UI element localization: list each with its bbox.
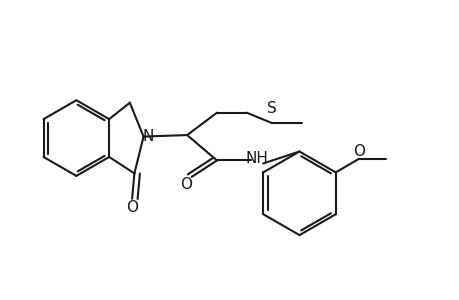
Text: O: O: [352, 144, 364, 159]
Text: O: O: [126, 200, 138, 215]
Text: NH: NH: [245, 152, 268, 166]
Text: S: S: [267, 101, 276, 116]
Text: O: O: [180, 177, 192, 192]
Text: N: N: [142, 129, 153, 144]
